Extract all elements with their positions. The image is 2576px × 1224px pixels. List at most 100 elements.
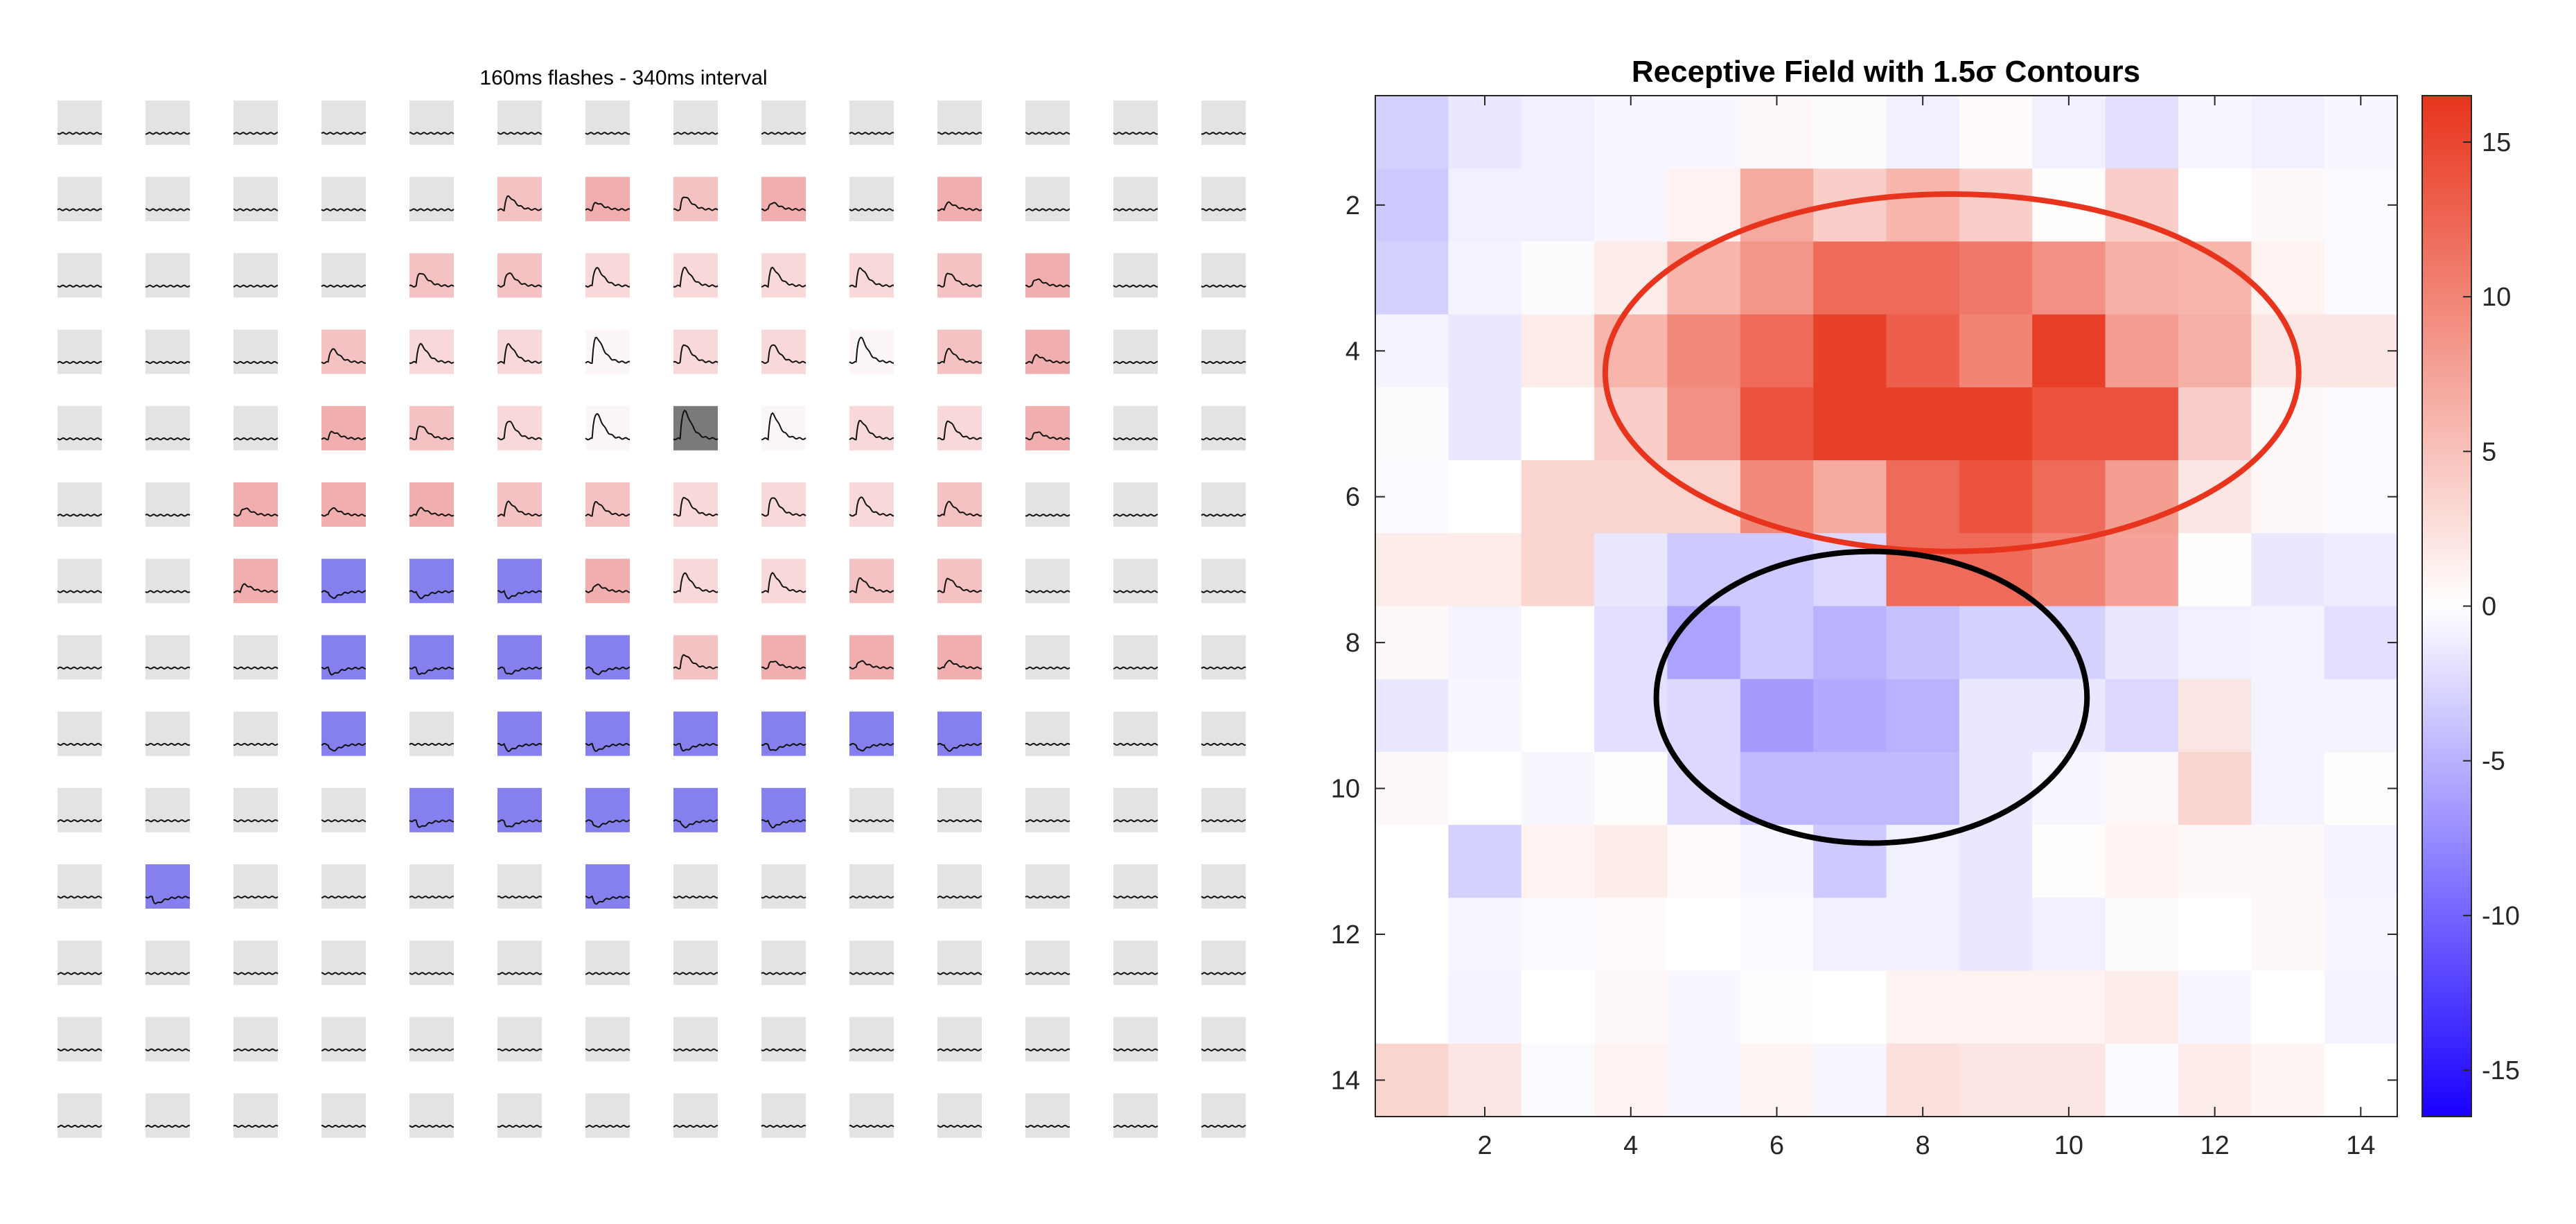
y-tick-label: 8	[1346, 629, 1360, 658]
tile-trace	[497, 132, 542, 135]
tile-trace	[1025, 1048, 1070, 1052]
heatmap-cell	[2105, 241, 2179, 315]
tile-trace	[1025, 132, 1070, 135]
tile-trace	[409, 272, 455, 288]
heatmap-cell	[2178, 970, 2252, 1044]
heatmap-cell	[1521, 387, 1595, 461]
tile	[58, 253, 102, 298]
tile	[409, 329, 454, 374]
tile-trace	[761, 412, 806, 441]
heatmap-cell	[1448, 460, 1522, 534]
tile	[1113, 864, 1158, 909]
tile	[145, 941, 190, 986]
heatmap-cell	[1959, 1043, 2033, 1117]
tile-trace	[497, 666, 542, 675]
tile-trace	[57, 437, 103, 441]
tile-trace	[1025, 742, 1070, 746]
heatmap-cell	[1740, 387, 1814, 461]
heatmap-cell	[1594, 606, 1668, 680]
heatmap-cell	[1448, 679, 1522, 753]
tile	[145, 1017, 190, 1062]
tile	[1025, 1017, 1070, 1062]
tile-trace	[1201, 132, 1246, 135]
tile-trace	[409, 507, 455, 517]
tile-trace	[57, 1048, 103, 1052]
tile-trace	[1025, 895, 1070, 899]
tile-trace	[585, 413, 630, 441]
tile	[497, 329, 542, 374]
tile-trace	[1113, 895, 1158, 899]
tile-trace	[321, 1048, 367, 1052]
heatmap-cell	[1667, 533, 1741, 606]
tile-trace	[233, 208, 279, 211]
tile-trace	[1025, 972, 1070, 975]
tile	[321, 100, 366, 145]
tile	[673, 787, 718, 832]
tile-trace	[497, 272, 542, 288]
heatmap-cell	[1886, 168, 1960, 242]
tile-trace	[1201, 514, 1246, 517]
tile	[145, 711, 190, 756]
tile	[673, 405, 718, 451]
tile	[145, 405, 190, 451]
tile	[937, 711, 982, 756]
tile	[1201, 329, 1246, 374]
tile-trace	[57, 284, 103, 288]
tile	[321, 787, 366, 832]
tile	[233, 787, 278, 832]
tile	[937, 787, 982, 832]
tile	[145, 177, 190, 222]
tile	[585, 1017, 630, 1062]
heatmap-cell	[1448, 387, 1522, 461]
tile	[1201, 711, 1246, 756]
tile	[849, 635, 894, 680]
tile-trace	[673, 654, 718, 670]
tile-trace	[1113, 590, 1158, 593]
tile	[321, 329, 366, 374]
tile	[233, 1093, 278, 1138]
tile	[1025, 1093, 1070, 1138]
tile-trace	[1201, 208, 1246, 211]
tile	[321, 711, 366, 756]
tile	[1201, 482, 1246, 527]
tile	[1025, 253, 1070, 298]
tile	[937, 559, 982, 604]
heatmap-cell	[2251, 751, 2325, 825]
heatmap-cell	[2032, 679, 2106, 753]
tile-trace	[321, 132, 367, 135]
tile-trace	[57, 590, 102, 593]
x-tick-label: 6	[1770, 1131, 1784, 1160]
tile	[58, 864, 102, 909]
heatmap-cell	[2032, 96, 2106, 169]
heatmap-cell	[1886, 970, 1960, 1044]
heatmap-cell	[1813, 751, 1887, 825]
tile-trace	[409, 666, 455, 675]
tile-trace	[1201, 742, 1246, 746]
tile-trace	[497, 342, 542, 365]
tile-trace	[497, 819, 542, 828]
heatmap-cell	[2105, 96, 2179, 169]
heatmap-cell	[1740, 970, 1814, 1044]
heatmap-cell	[2251, 970, 2325, 1044]
tile-trace	[409, 1048, 454, 1052]
tile-trace	[1201, 1124, 1246, 1128]
tile	[321, 864, 366, 909]
tile-trace	[233, 1048, 279, 1052]
tile-trace	[145, 590, 191, 593]
tile-trace	[1201, 666, 1246, 670]
tile	[409, 711, 454, 756]
tile	[1025, 711, 1070, 756]
tile	[145, 559, 190, 604]
tile-trace	[1201, 360, 1246, 365]
heatmap-cell	[1521, 533, 1595, 606]
heatmap-cell	[1886, 606, 1960, 680]
tile-trace	[1113, 437, 1158, 441]
tile-trace	[145, 284, 191, 288]
heatmap-cell	[2178, 314, 2252, 388]
tile	[497, 482, 542, 527]
tile	[233, 100, 278, 145]
tile-trace	[233, 819, 279, 823]
heatmap-cell	[1521, 96, 1595, 169]
tile-trace	[937, 272, 982, 288]
tile-trace	[673, 409, 718, 441]
